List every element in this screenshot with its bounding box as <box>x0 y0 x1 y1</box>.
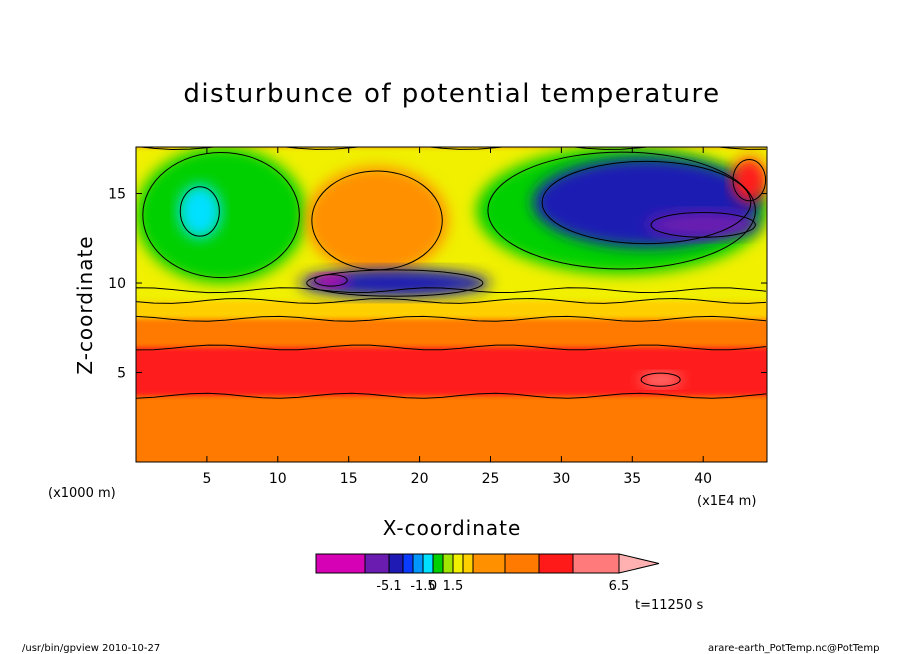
footer-right: arare-earth_PotTemp.nc@PotTemp <box>708 643 879 654</box>
colorbar <box>315 553 660 574</box>
contour-line-4-1 <box>136 297 767 304</box>
colorbar-swatch-12 <box>538 553 574 574</box>
heatmap-field <box>136 147 767 462</box>
colorbar-swatch-13 <box>572 553 620 574</box>
heatmap-region-9 <box>313 274 349 287</box>
colorbar-swatch-1 <box>364 553 390 574</box>
contour-line-6 <box>179 186 220 237</box>
plot-area <box>136 147 767 462</box>
colorbar-swatch-7 <box>442 553 454 574</box>
colorbar-swatch-11 <box>504 553 540 574</box>
x-tick-label-3: 20 <box>411 471 429 487</box>
chart-title: disturbunce of potential temperature <box>183 79 720 109</box>
contour-line-9 <box>314 274 348 287</box>
heatmap-region-7 <box>306 166 448 275</box>
heatmap-region-6 <box>178 184 222 239</box>
colorbar-labels: -5.1 -1.50 1.5 6.5 <box>376 579 629 594</box>
y-axis-label: Z-coordinate <box>73 235 97 374</box>
colorbar-swatch-6 <box>432 553 444 574</box>
time-label: t=11250 s <box>635 598 703 613</box>
colorbar-swatch-5 <box>422 553 434 574</box>
colorbar-swatch-8 <box>452 553 464 574</box>
colorbar-swatch-9 <box>462 553 474 574</box>
colorbar-label-3: 1.5 <box>443 579 464 594</box>
heatmap-region-8 <box>299 268 491 298</box>
x-axis-label: X-coordinate <box>383 516 522 540</box>
contour-lines <box>136 147 767 399</box>
x-tick-label-1: 10 <box>269 471 287 487</box>
x-unit-right: (x1E4 m) <box>697 494 756 509</box>
heatmap-region-2 <box>639 372 682 387</box>
footer-left: /usr/bin/gpview 2010-10-27 <box>22 643 160 654</box>
colorbar-swatch-2 <box>388 553 404 574</box>
y-tick-label-1: 10 <box>108 276 126 292</box>
contour-line-12 <box>650 212 756 238</box>
contour-line-1-0 <box>136 344 767 351</box>
x-tick-label-6: 35 <box>623 471 641 487</box>
y-tick-label-0: 5 <box>117 366 126 382</box>
x-tick-label-0: 5 <box>202 471 211 487</box>
contour-line-3-0 <box>136 287 767 294</box>
contour-line-4-0 <box>136 147 767 150</box>
x-axis-ticks: 5 10 15 20 25 30 35 40 <box>202 147 712 487</box>
heatmap-region-12 <box>646 211 760 239</box>
heatmap-region-5 <box>136 147 307 284</box>
heatmap-region-13 <box>731 157 767 203</box>
plot-frame <box>135 146 768 463</box>
heatmap-region-1 <box>136 347 767 396</box>
colorbar-swatch-10 <box>472 553 506 574</box>
contour-line-10 <box>487 151 756 270</box>
contour-line-11 <box>541 160 752 245</box>
colorbar-label-1: -1.5 <box>410 579 435 594</box>
x-tick-label-2: 15 <box>340 471 358 487</box>
colorbar-label-0: -5.1 <box>376 579 401 594</box>
x-unit-left: (x1000 m) <box>48 486 116 501</box>
x-tick-label-5: 30 <box>552 471 570 487</box>
x-tick-label-4: 25 <box>482 471 500 487</box>
colorbar-label-4: 6.5 <box>609 579 630 594</box>
contour-line-13 <box>732 159 767 202</box>
colorbar-swatch-0 <box>315 553 366 574</box>
y-axis-ticks: 5 10 15 <box>108 187 767 382</box>
contour-line-8 <box>306 269 484 297</box>
colorbar-swatch-3 <box>402 553 414 574</box>
colorbar-swatch-14 <box>618 553 660 574</box>
colorbar-swatch-4 <box>412 553 424 574</box>
colorbar-label-2: 0 <box>429 579 437 594</box>
contour-line-1-1 <box>136 392 767 399</box>
x-tick-label-7: 40 <box>694 471 712 487</box>
contour-line-3-1 <box>136 315 767 322</box>
contour-line-2 <box>640 372 681 387</box>
y-tick-label-2: 15 <box>108 187 126 203</box>
contour-line-5 <box>142 151 300 279</box>
